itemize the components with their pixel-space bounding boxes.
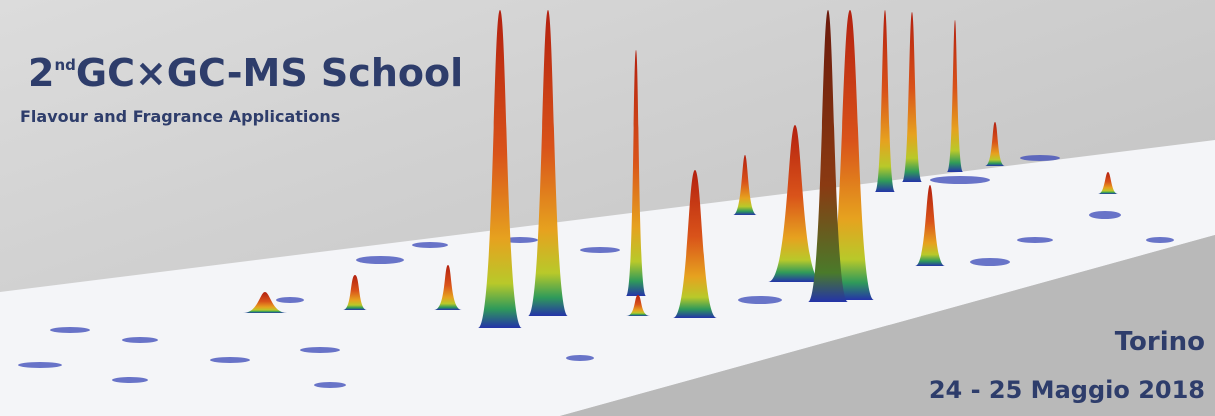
- peak-dark: [808, 10, 848, 302]
- title: 2ndGC×GC-MS School: [28, 51, 463, 95]
- floor: [560, 235, 1215, 416]
- plane: [0, 140, 1215, 416]
- blobs: [18, 155, 1174, 388]
- subtitle: Flavour and Fragrance Applications: [20, 107, 340, 126]
- city: Torino: [1115, 327, 1205, 357]
- title-number: 2: [28, 51, 54, 95]
- dates: 24 - 25 Maggio 2018: [929, 376, 1205, 404]
- peaks: [243, 10, 1118, 328]
- title-text: GC×GC-MS School: [76, 51, 463, 95]
- title-superscript: nd: [54, 56, 75, 74]
